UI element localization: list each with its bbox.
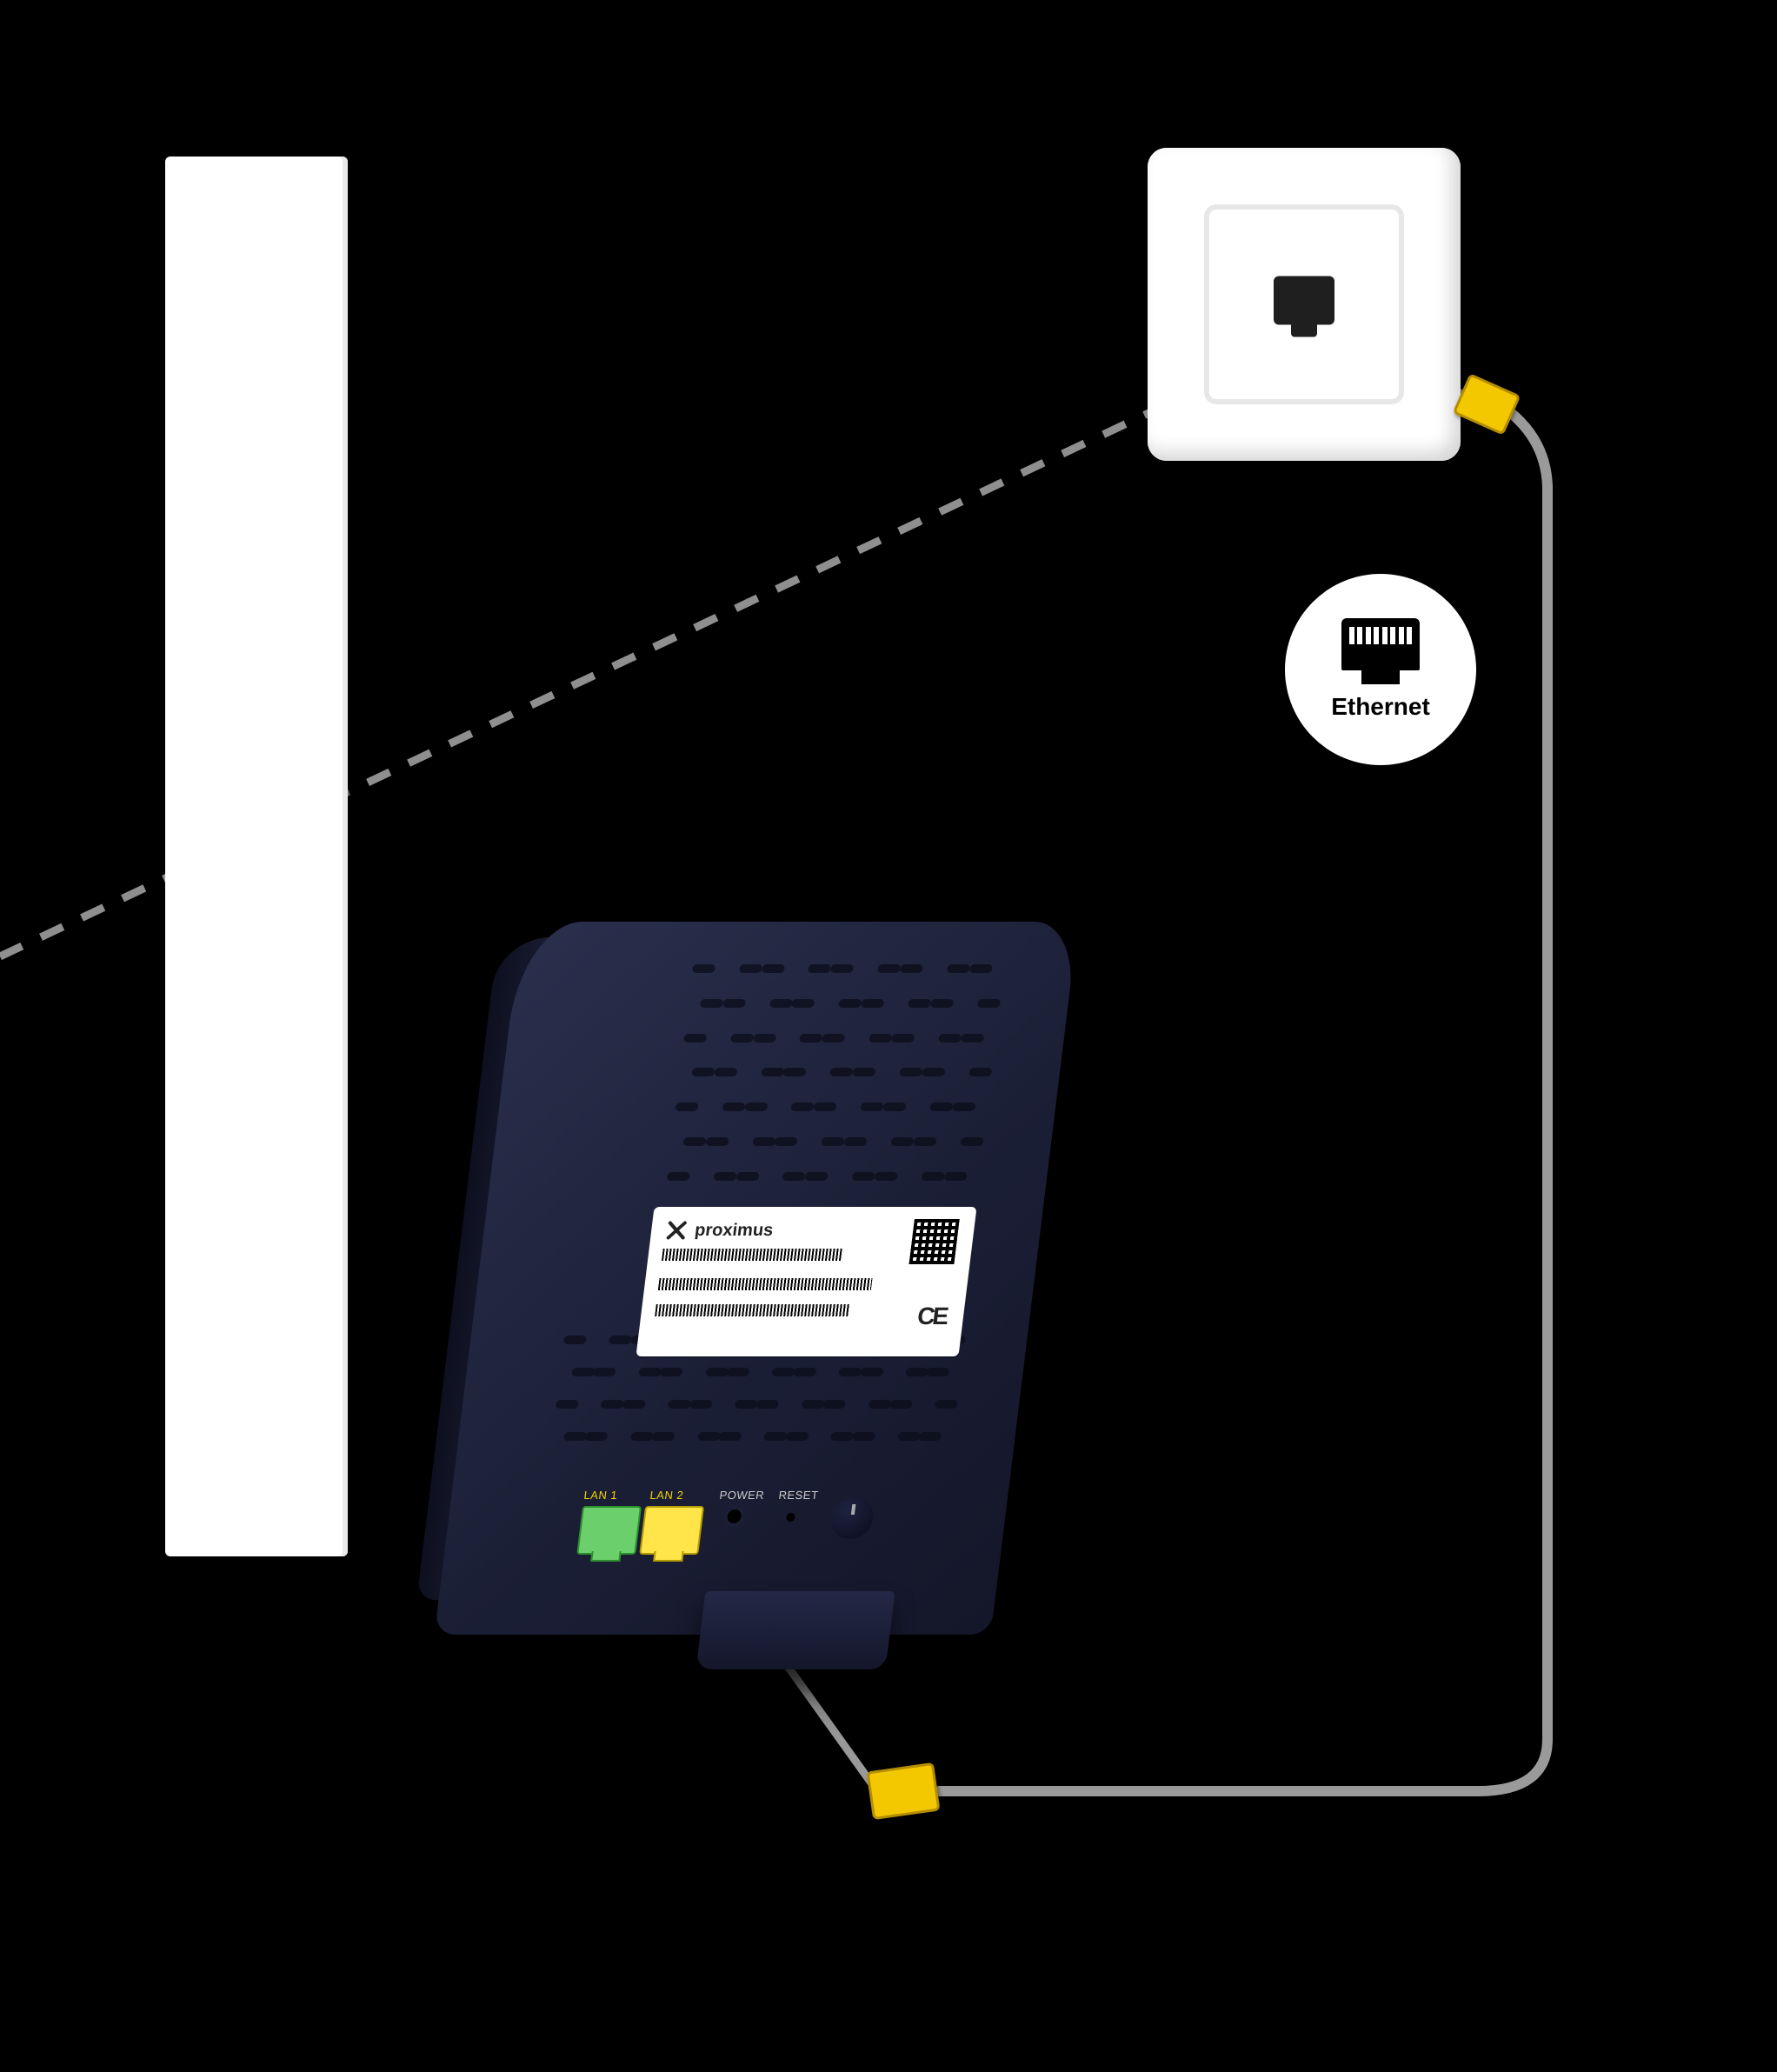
qr-code-icon xyxy=(905,1216,963,1268)
reset-label: RESET xyxy=(778,1489,820,1502)
modem-sticker: proximus CE xyxy=(636,1207,976,1356)
barcode-2 xyxy=(658,1278,873,1290)
wall-socket-plate xyxy=(1148,148,1461,461)
modem-brand-text: proximus xyxy=(694,1221,775,1241)
lan2-port xyxy=(639,1506,704,1555)
modem-device: proximus CE LAN 1 LAN 2 POWER RESET xyxy=(478,922,1035,1635)
power-label: POWER xyxy=(719,1489,765,1502)
modem-brand: proximus xyxy=(664,1219,775,1242)
modem-stand xyxy=(695,1591,895,1669)
lan2-label: LAN 2 xyxy=(649,1489,684,1502)
modem-top-vents xyxy=(663,964,1005,1207)
wall-panel xyxy=(165,157,348,1556)
cable-plug-modem-end xyxy=(866,1762,940,1820)
proximus-logo-icon xyxy=(664,1219,689,1242)
reset-button xyxy=(786,1513,795,1522)
power-port xyxy=(727,1509,742,1523)
ethernet-icon xyxy=(1341,618,1420,670)
ethernet-badge: Ethernet xyxy=(1285,574,1476,765)
rj45-port-icon xyxy=(1274,276,1334,325)
ethernet-label: Ethernet xyxy=(1331,693,1430,721)
barcode-3 xyxy=(655,1304,849,1316)
diagram-stage: Ethernet proximus CE LAN 1 LAN 2 POWER R… xyxy=(0,0,1777,2072)
ce-mark: CE xyxy=(915,1302,948,1330)
modem-ports-row: LAN 1 LAN 2 POWER RESET xyxy=(572,1492,902,1592)
lan1-label: LAN 1 xyxy=(583,1489,618,1502)
barcode-1 xyxy=(662,1249,844,1261)
lan1-port xyxy=(576,1506,642,1555)
power-button xyxy=(829,1497,876,1539)
